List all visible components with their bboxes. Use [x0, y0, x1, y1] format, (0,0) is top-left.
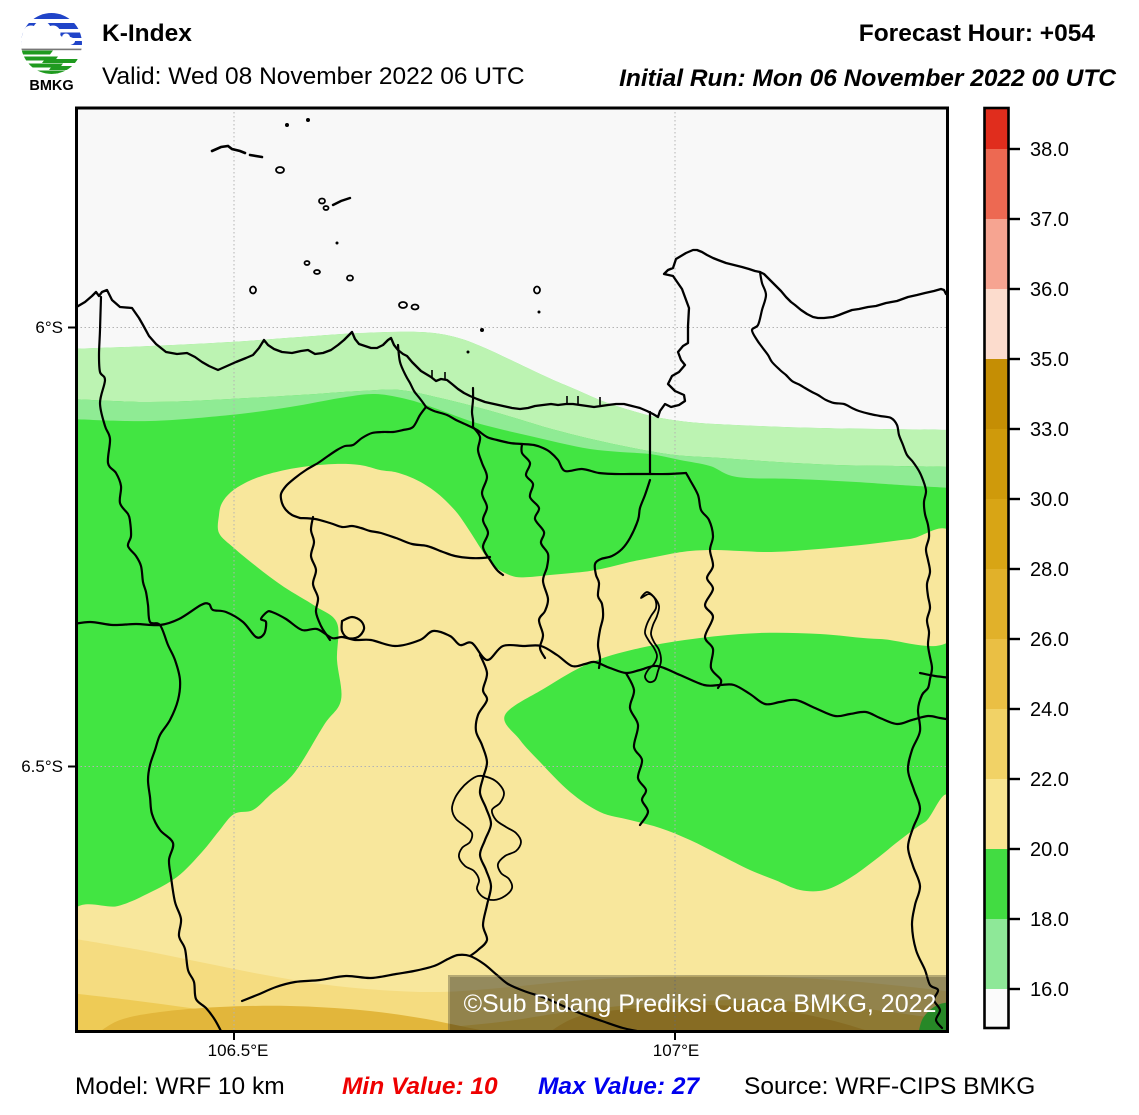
svg-text:©Sub Bidang Prediksi Cuaca BMK: ©Sub Bidang Prediksi Cuaca BMKG, 2022 [464, 990, 937, 1018]
svg-text:18.0: 18.0 [1030, 909, 1069, 931]
svg-text:24.0: 24.0 [1030, 699, 1069, 721]
svg-text:Model: WRF 10 km: Model: WRF 10 km [75, 1073, 285, 1100]
svg-text:Forecast Hour: +054: Forecast Hour: +054 [859, 20, 1096, 47]
svg-text:K-Index: K-Index [102, 20, 192, 47]
svg-text:107°E: 107°E [653, 1041, 700, 1060]
svg-text:Initial Run: Mon 06 November 2: Initial Run: Mon 06 November 2022 00 UTC [619, 65, 1116, 92]
svg-text:6°S: 6°S [35, 318, 63, 337]
svg-text:Source: WRF-CIPS BMKG: Source: WRF-CIPS BMKG [744, 1073, 1035, 1100]
svg-text:Max Value: 27: Max Value: 27 [538, 1073, 701, 1100]
svg-text:30.0: 30.0 [1030, 489, 1069, 511]
svg-text:22.0: 22.0 [1030, 769, 1069, 791]
svg-text:37.0: 37.0 [1030, 209, 1069, 231]
svg-text:BMKG: BMKG [29, 78, 73, 94]
svg-text:35.0: 35.0 [1030, 349, 1069, 371]
svg-text:28.0: 28.0 [1030, 559, 1069, 581]
svg-text:33.0: 33.0 [1030, 419, 1069, 441]
svg-text:20.0: 20.0 [1030, 839, 1069, 861]
svg-text:26.0: 26.0 [1030, 629, 1069, 651]
svg-text:6.5°S: 6.5°S [21, 757, 63, 776]
svg-text:Min Value: 10: Min Value: 10 [342, 1073, 498, 1100]
svg-text:16.0: 16.0 [1030, 979, 1069, 1001]
svg-text:106.5°E: 106.5°E [208, 1041, 269, 1060]
svg-text:Valid: Wed 08 November 2022 06: Valid: Wed 08 November 2022 06 UTC [102, 63, 525, 90]
svg-text:36.0: 36.0 [1030, 279, 1069, 301]
svg-text:38.0: 38.0 [1030, 139, 1069, 161]
